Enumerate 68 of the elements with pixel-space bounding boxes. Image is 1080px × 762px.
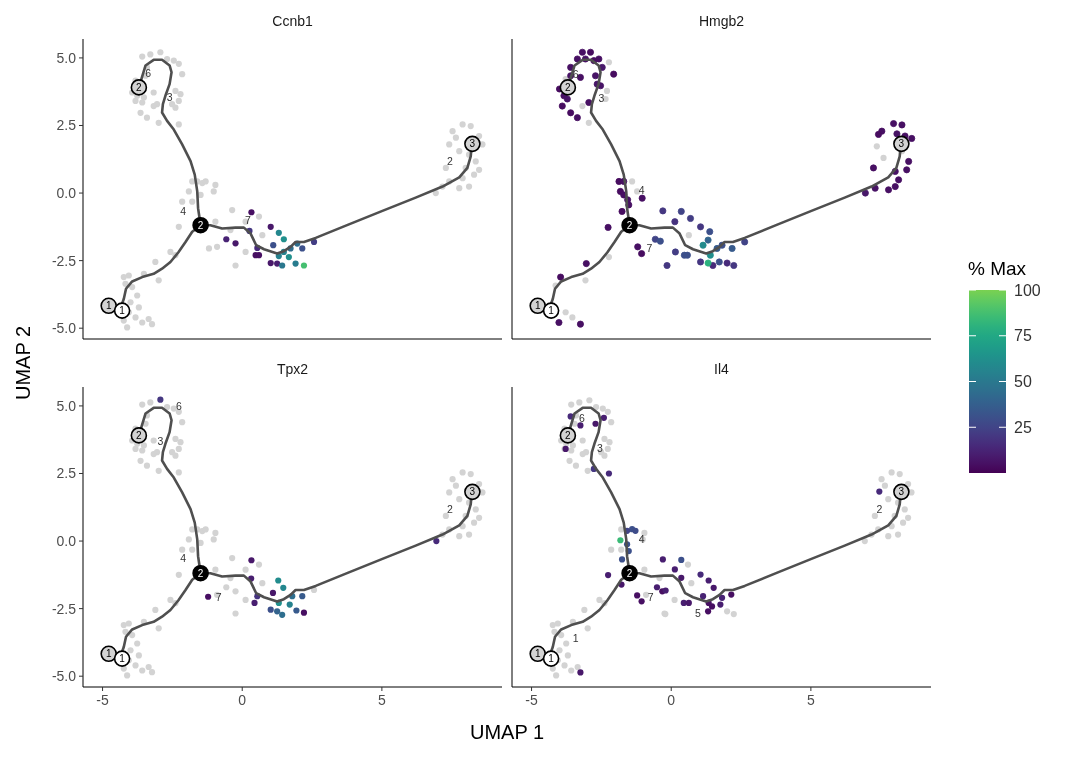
- y-tick-label: 2.5: [56, 117, 77, 134]
- annotation: 2: [876, 503, 883, 516]
- color-bar-label: 50: [1014, 373, 1032, 390]
- annotation: 1: [119, 653, 126, 665]
- annotation: 2: [626, 219, 633, 231]
- y-tick-label: 0.0: [56, 185, 77, 202]
- annotation: 6: [175, 400, 182, 413]
- annotation: 3: [598, 92, 605, 105]
- annotation: 1: [548, 305, 555, 317]
- chart-title: Hmgb2: [698, 13, 745, 29]
- x-tick-label: 0: [238, 692, 247, 708]
- annotation: 4: [638, 533, 645, 546]
- annotation: 7: [215, 591, 222, 603]
- annotation: 1: [534, 300, 541, 312]
- annotation: 2: [447, 154, 454, 167]
- x-tick-label: -5: [525, 692, 538, 708]
- y-tick-label: -2.5: [51, 252, 77, 269]
- annotation: 1: [105, 300, 112, 312]
- annotation: 1: [548, 653, 555, 665]
- annotation: 2: [136, 429, 143, 441]
- color-bar-label: 25: [1014, 418, 1032, 436]
- chart-title: Ccnb1: [272, 13, 313, 29]
- y-tick-label: 5.0: [56, 49, 77, 66]
- y-tick-label: 2.5: [56, 465, 77, 482]
- chart-title: Il4: [714, 361, 730, 377]
- color-bar-label: 75: [1014, 327, 1032, 345]
- annotation: 2: [136, 81, 143, 93]
- y-tick-label: -5.0: [51, 668, 77, 685]
- annotation: 6: [578, 412, 585, 425]
- x-axis-title: UMAP 1: [469, 721, 545, 743]
- annotation: 3: [469, 138, 476, 150]
- annotation: 2: [565, 81, 572, 93]
- annotation: 2: [626, 567, 633, 579]
- annotation: 2: [565, 429, 572, 441]
- annotation: 1: [119, 305, 126, 317]
- annotation: 3: [157, 434, 164, 447]
- y-tick-label: -2.5: [51, 600, 77, 617]
- x-tick-label: -5: [96, 692, 109, 708]
- chart-title: Tpx2: [276, 361, 309, 377]
- annotation: 7: [244, 213, 251, 226]
- y-tick-label: -5.0: [51, 320, 77, 337]
- annotation: 1: [572, 632, 579, 645]
- annotation: 3: [469, 486, 476, 498]
- annotation: 7: [647, 591, 654, 603]
- annotation: 3: [898, 138, 905, 150]
- annotation: 1: [534, 648, 541, 660]
- annotation: 3: [597, 441, 604, 454]
- annotation: 2: [197, 219, 204, 231]
- y-tick-label: 5.0: [56, 397, 77, 414]
- x-tick-label: 5: [377, 692, 386, 708]
- color-bar-title: % Max: [968, 258, 1027, 279]
- annotation: 4: [638, 183, 645, 196]
- annotation: 4: [180, 204, 187, 217]
- annotation: 1: [105, 648, 112, 660]
- y-axis-title: UMAP 2: [12, 325, 34, 401]
- annotation: 6: [145, 67, 152, 80]
- x-tick-label: 0: [667, 692, 676, 708]
- annotation: 4: [180, 552, 187, 565]
- annotation: 2: [197, 567, 204, 579]
- annotation: 3: [166, 91, 173, 104]
- x-tick-label: 5: [806, 692, 815, 708]
- annotation: 6: [572, 68, 579, 81]
- y-tick-label: 0.0: [56, 533, 77, 550]
- color-bar-label: 100: [1014, 281, 1041, 299]
- annotation: 5: [695, 606, 702, 619]
- annotation: 2: [447, 502, 454, 515]
- annotation: 3: [898, 486, 905, 498]
- annotation: 7: [646, 242, 653, 255]
